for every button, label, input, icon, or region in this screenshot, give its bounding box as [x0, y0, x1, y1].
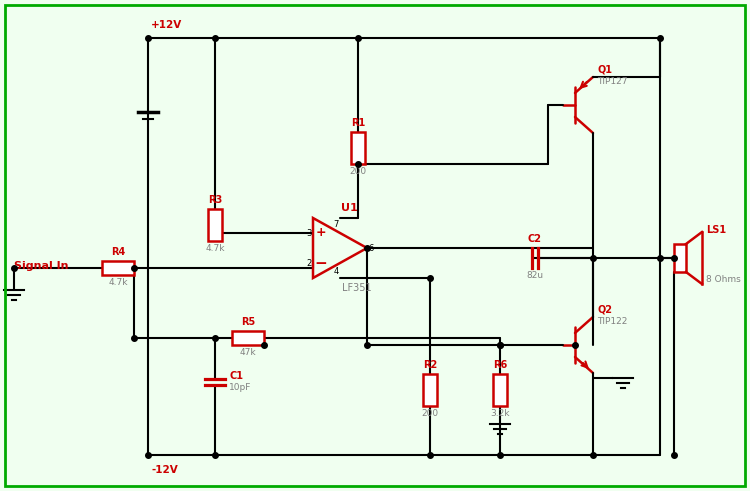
Text: 2: 2 [307, 258, 312, 268]
Text: 4.7k: 4.7k [108, 278, 128, 287]
Text: R5: R5 [241, 317, 255, 327]
Text: 4: 4 [333, 267, 339, 276]
Text: Q1: Q1 [597, 64, 612, 74]
Text: 3: 3 [307, 228, 312, 238]
Text: TIP122: TIP122 [597, 317, 627, 326]
Text: Q2: Q2 [597, 304, 612, 314]
Text: R1: R1 [351, 118, 365, 128]
Text: +12V: +12V [151, 20, 182, 30]
Text: 4.7k: 4.7k [206, 244, 225, 253]
Text: 8 Ohms: 8 Ohms [706, 275, 741, 284]
Bar [423, 374, 437, 406]
Text: LS1: LS1 [706, 225, 726, 235]
Bar [351, 132, 365, 164]
Text: TIP127: TIP127 [597, 77, 628, 85]
Text: R2: R2 [423, 360, 437, 370]
Bar [102, 261, 134, 275]
Bar [208, 209, 222, 241]
Text: −: − [315, 255, 327, 271]
Text: 82u: 82u [526, 271, 544, 280]
Text: 47k: 47k [240, 348, 256, 357]
Text: 200: 200 [422, 409, 439, 418]
Text: -12V: -12V [151, 465, 178, 475]
Text: +: + [316, 226, 326, 240]
Text: R4: R4 [111, 247, 125, 257]
Text: C2: C2 [528, 234, 542, 244]
Text: 3.2k: 3.2k [490, 409, 510, 418]
Bar [674, 244, 686, 272]
Bar [232, 331, 264, 345]
Text: Signal In: Signal In [14, 261, 68, 271]
Text: R3: R3 [208, 195, 222, 205]
Text: 10pF: 10pF [229, 383, 251, 392]
Text: U1: U1 [340, 203, 357, 213]
Bar [493, 374, 507, 406]
Text: LF351: LF351 [342, 283, 372, 293]
Text: C1: C1 [229, 371, 243, 381]
Text: 200: 200 [350, 167, 367, 176]
Text: 6: 6 [368, 244, 374, 252]
Text: R6: R6 [493, 360, 507, 370]
Text: 7: 7 [333, 220, 339, 229]
